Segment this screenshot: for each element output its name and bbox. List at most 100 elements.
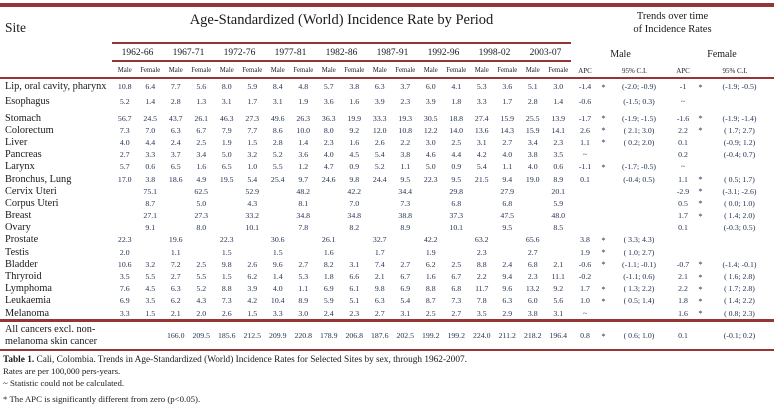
female-apc-cell: -2.9	[676, 186, 690, 196]
female-ci-cell: ( 1.6; 2.8)	[724, 272, 755, 282]
rate-cell: 1.1	[400, 162, 411, 172]
table-row: Melanoma 3.3 1.5 2.1 2.0 2.6 1.5 3.3 3.0 2.4 2.3 2.…	[0, 307, 774, 319]
female-significance-asterisk: *	[698, 198, 703, 209]
male-significance-asterisk: *	[601, 161, 606, 172]
female-apc-cell: 2.1	[678, 272, 688, 282]
rate-cell: 3.3	[272, 308, 283, 318]
rate-cell: 1.9	[298, 97, 309, 106]
rate-cell: 1.5	[221, 272, 232, 282]
trend-female-header: Female	[707, 49, 737, 60]
rate-cell: 1.5	[247, 308, 258, 318]
rate-cell: 30.6	[270, 235, 285, 245]
rate-cell: 2.3	[323, 137, 334, 147]
female-ci-cell: (-0.3; 0.5)	[723, 223, 756, 233]
rate-cell: 4.0	[527, 162, 538, 172]
rate-cell: 37.3	[449, 211, 464, 221]
rate-cell: 42.2	[423, 235, 438, 245]
female-apc-cell: 0.1	[678, 137, 688, 147]
rate-cell: 3.6	[502, 82, 513, 91]
rate-cell: 9.2	[349, 125, 360, 135]
rate-cell: 1.1	[298, 284, 309, 294]
rate-cell: 7.0	[145, 125, 156, 135]
rate-cell: 8.8	[425, 284, 436, 294]
rate-cell: 15.9	[525, 125, 540, 135]
rate-cell: 0.9	[451, 162, 462, 172]
rate-cell: 3.1	[476, 137, 487, 147]
rate-cell: 26.3	[296, 113, 311, 123]
rate-cell: 8.7	[145, 198, 156, 208]
rate-cell: 5.9	[323, 296, 334, 306]
rate-cell: 21.5	[474, 174, 489, 184]
female-subheader: Female	[395, 67, 416, 74]
female-significance-asterisk: *	[698, 210, 703, 221]
female-apc-cell: ~	[680, 162, 686, 172]
rate-cell: 19.0	[525, 174, 540, 184]
female-significance-asterisk: *	[698, 259, 703, 270]
female-apc-cell: 2.2	[678, 284, 688, 294]
rate-cell: 3.5	[145, 296, 156, 306]
row-label: Esophagus	[5, 96, 50, 107]
row-label: Larynx	[5, 161, 35, 173]
female-subheader: Female	[446, 67, 467, 74]
rate-cell: 9.7	[298, 174, 309, 184]
rate-cell: 3.8	[349, 82, 360, 91]
rate-cell: 7.7	[247, 125, 258, 135]
rate-cell: 5.6	[553, 296, 564, 306]
female-significance-asterisk: *	[698, 283, 703, 294]
rate-cell: 9.5	[451, 174, 462, 184]
rate-cell: 4.5	[145, 284, 156, 294]
male-ci-cell: (-1.5; 0.3)	[623, 97, 655, 106]
male-apc-cell: ~	[582, 308, 588, 318]
period-header: 1967-71	[163, 44, 214, 62]
rate-cell: 6.3	[502, 296, 513, 306]
rate-cell: 14.0	[449, 125, 464, 135]
row-label: Lymphoma	[5, 283, 52, 295]
rate-cell: 1.4	[553, 97, 564, 106]
female-ci-cell: (-0.1; 0.2)	[723, 331, 756, 341]
rate-cell: 8.8	[476, 259, 487, 269]
rate-cell: 6.9	[323, 284, 334, 294]
trends-header: Trends over time of Incidence Rates	[571, 7, 774, 44]
female-apc-cell: 1.8	[678, 296, 688, 306]
male-subheader: Male	[219, 67, 234, 74]
row-label: Thryroid	[5, 271, 42, 283]
rate-cell: 3.7	[170, 150, 181, 160]
top-rule	[0, 3, 774, 7]
rate-cell: 52.9	[245, 186, 260, 196]
female-significance-asterisk: *	[698, 308, 703, 319]
female-significance-asterisk: *	[698, 125, 703, 136]
male-ci-cell: (-1.9; -1.5)	[622, 113, 656, 123]
rate-cell: 3.8	[527, 308, 538, 318]
rate-cell: 15.9	[500, 113, 515, 123]
female-significance-asterisk: *	[698, 271, 703, 282]
row-label: Bronchus, Lung	[5, 173, 72, 185]
rate-cell: 206.8	[345, 331, 364, 341]
rate-cell: 8.7	[425, 296, 436, 306]
rate-cell: 5.0	[196, 198, 207, 208]
rate-cell: 3.0	[425, 137, 436, 147]
male-significance-asterisk: *	[601, 113, 606, 124]
rate-cell: 2.3	[349, 308, 360, 318]
rate-cell: 8.6	[272, 125, 283, 135]
male-significance-asterisk: *	[601, 295, 606, 306]
rate-cell: 211.2	[498, 331, 516, 341]
female-apc-cell: -1.6	[676, 113, 690, 123]
male-apc-cell: 2.6	[580, 125, 590, 135]
female-subheader: Female	[497, 67, 518, 74]
female-ci-cell: ( 0.0; 1.0)	[724, 198, 755, 208]
row-label: Testis	[5, 246, 29, 258]
caption-text: Cali, Colombia. Trends in Age-Standardiz…	[34, 355, 467, 366]
rate-cell: 0.6	[553, 162, 564, 172]
rate-cell: 36.3	[321, 113, 336, 123]
rate-cell: 4.6	[425, 150, 436, 160]
rate-cell: 4.2	[476, 150, 487, 160]
rate-cell: 56.7	[117, 113, 132, 123]
rate-cell: 19.9	[347, 113, 362, 123]
female-subheader: Female	[344, 67, 365, 74]
rate-cell: 209.9	[268, 331, 287, 341]
rate-cell: 6.7	[196, 125, 207, 135]
rate-cell: 7.3	[119, 125, 130, 135]
rate-cell: 9.5	[400, 174, 411, 184]
male-subheader: Male	[270, 67, 285, 74]
rate-cell: 6.3	[170, 284, 181, 294]
